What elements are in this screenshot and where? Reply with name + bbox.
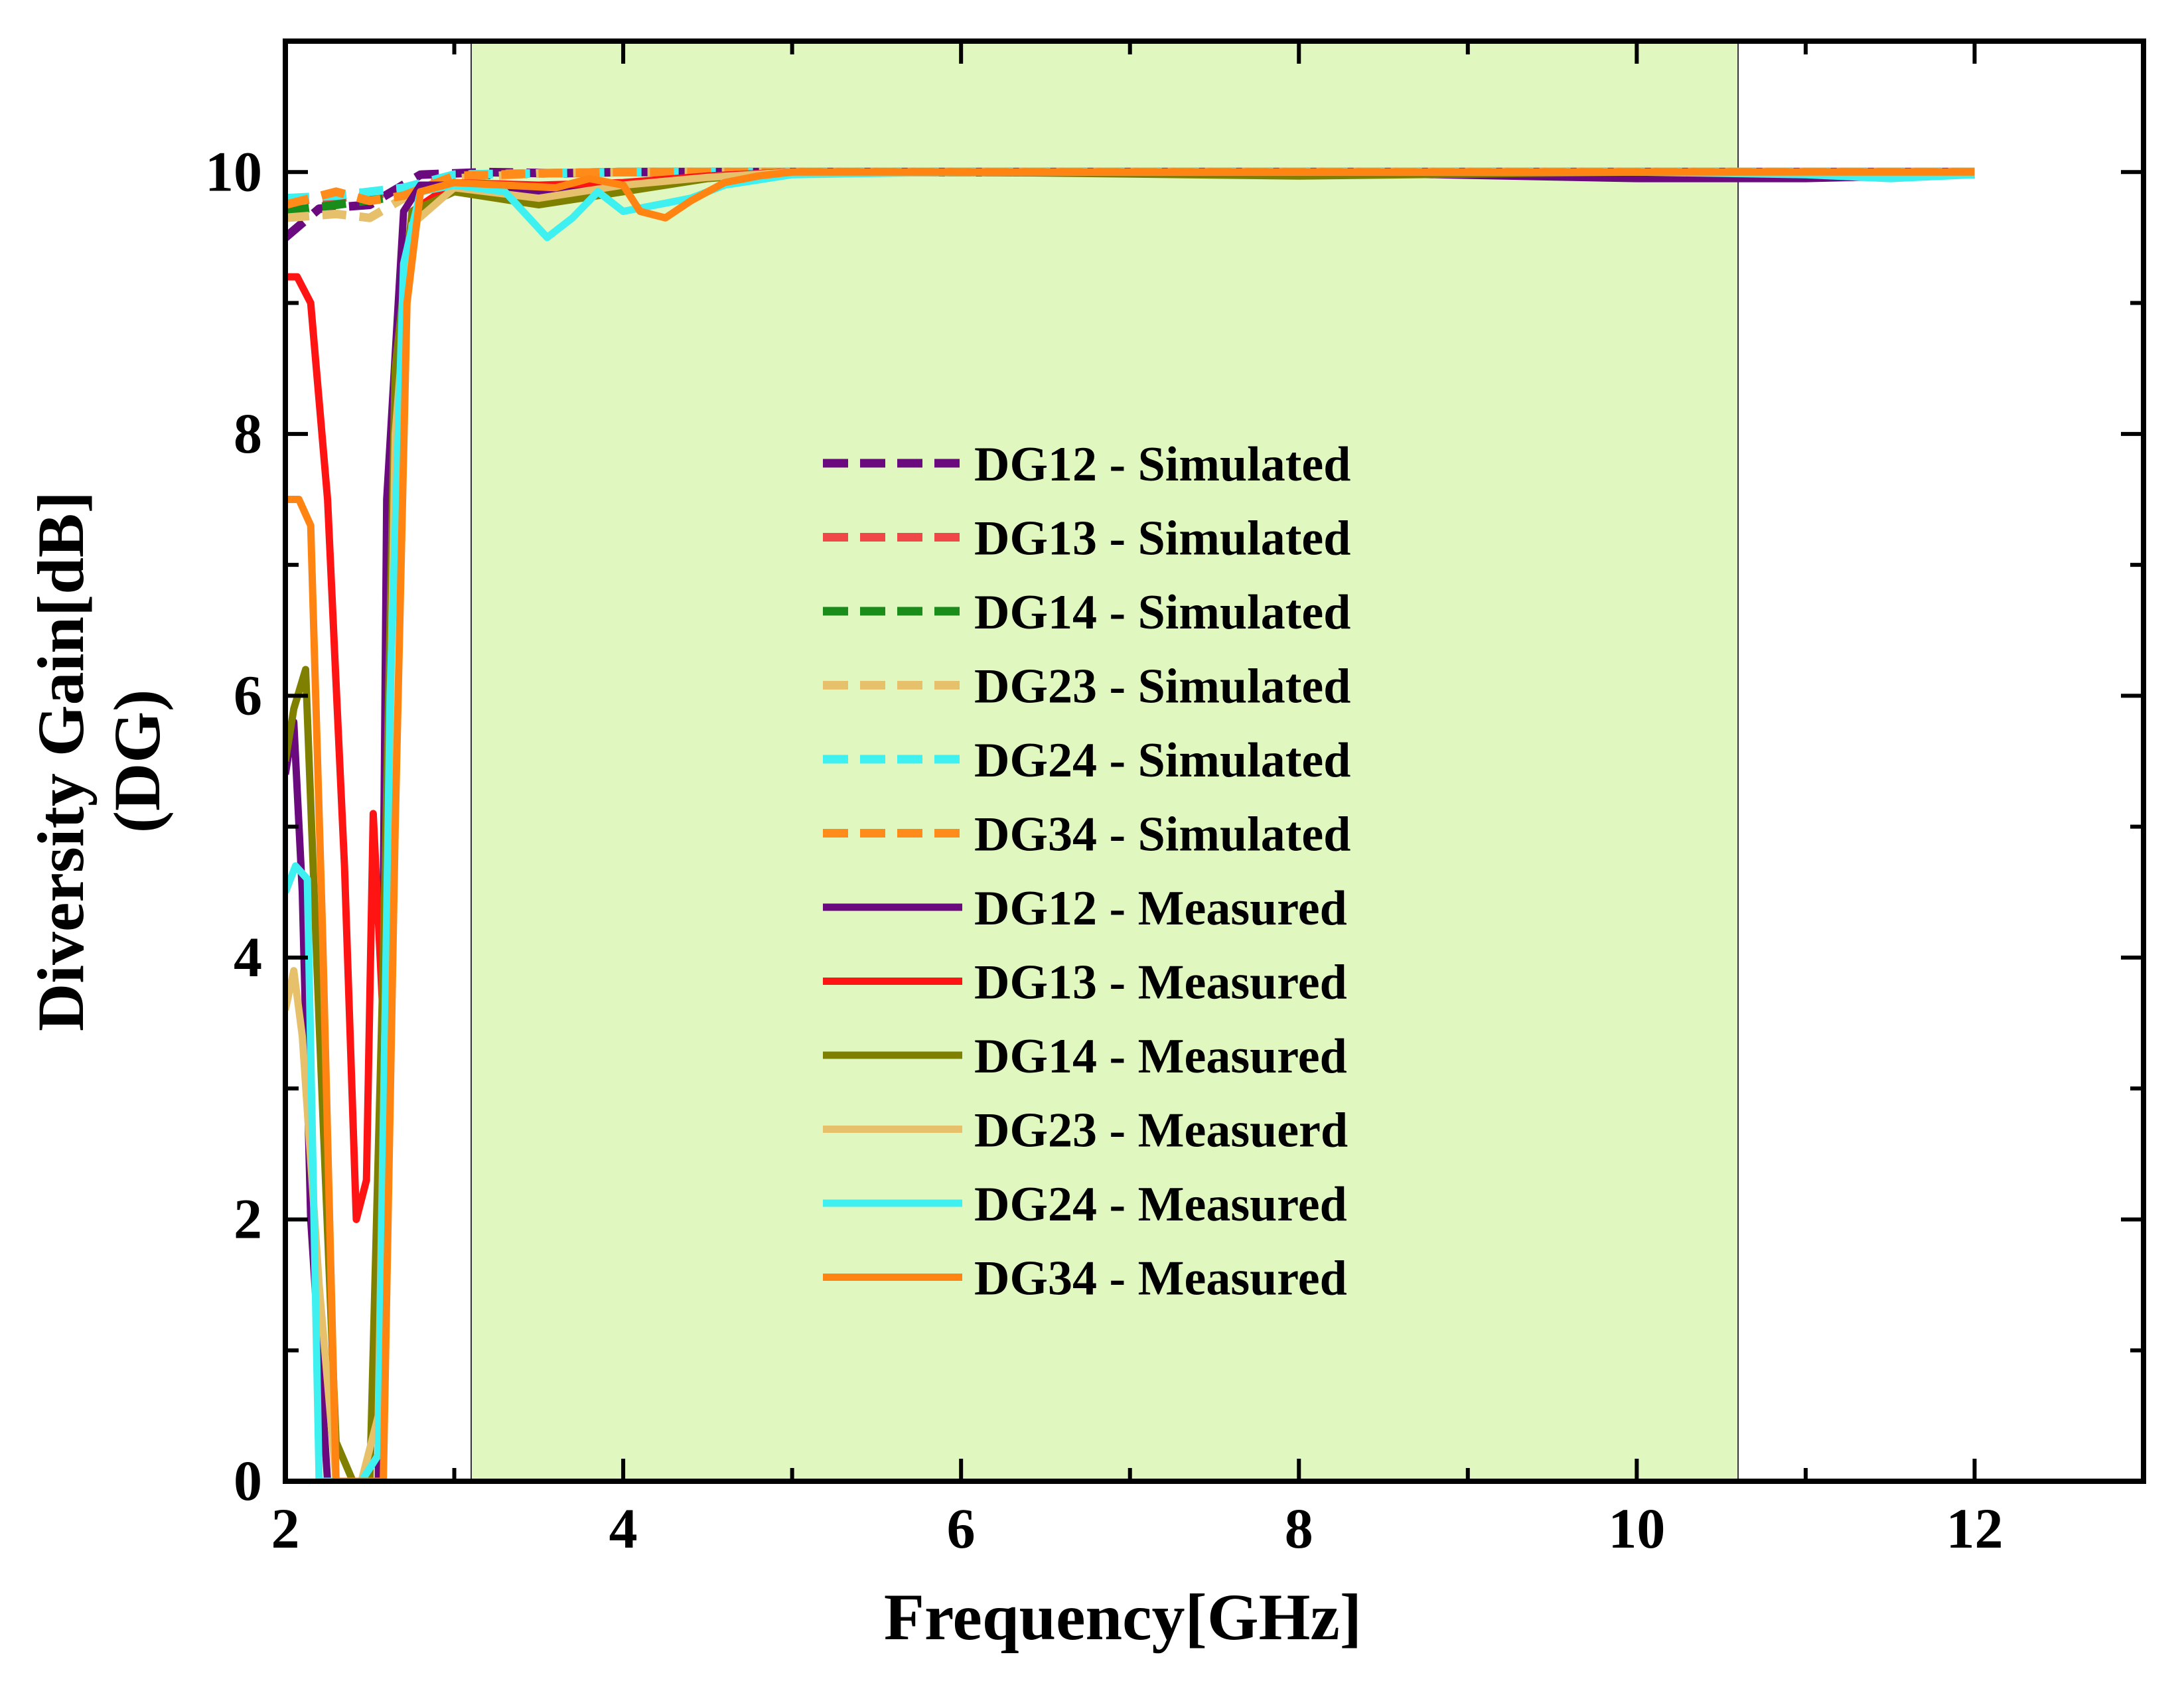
x-tick-label: 4 (609, 1497, 638, 1560)
legend-item: DG24 - Measured (823, 1177, 1347, 1232)
legend: DG12 - Simulated DG13 - Simulated DG14 - S… (823, 437, 1350, 1306)
legend-label: DG13 - Simulated (974, 512, 1350, 566)
y-tick-label: 8 (234, 402, 262, 465)
legend-item: DG12 - Measured (823, 881, 1347, 936)
legend-item: DG24 - Simulated (823, 733, 1350, 788)
legend-item: DG13 - Simulated (823, 512, 1350, 566)
y-tick-label: 0 (234, 1449, 262, 1512)
legend-label: DG23 - Simulated (974, 660, 1350, 714)
legend-item: DG23 - Measuerd (823, 1104, 1348, 1158)
legend-item: DG13 - Measured (823, 956, 1347, 1010)
y-tick-label: 2 (234, 1187, 262, 1250)
legend-label: DG14 - Measured (974, 1029, 1347, 1084)
x-tick-label: 2 (271, 1497, 300, 1560)
y-axis-title-line2: (DG) (100, 690, 174, 834)
x-tick-label: 12 (1946, 1497, 2003, 1560)
y-tick-label: 4 (234, 925, 262, 989)
y-tick-label: 6 (234, 663, 262, 727)
legend-label: DG12 - Simulated (974, 437, 1350, 492)
legend-item: DG14 - Measured (823, 1029, 1347, 1084)
series-line-dg34-simulated (285, 167, 1975, 209)
legend-label: DG34 - Simulated (974, 808, 1350, 862)
x-tick-label: 8 (1285, 1497, 1313, 1560)
legend-label: DG13 - Measured (974, 956, 1347, 1010)
shaded-band (471, 41, 1739, 1481)
series-line-dg34-measured (285, 168, 1975, 1481)
legend-item: DG34 - Simulated (823, 808, 1350, 862)
legend-label: DG12 - Measured (974, 881, 1347, 936)
legend-label: DG34 - Measured (974, 1252, 1347, 1306)
x-tick-label: 6 (947, 1497, 976, 1560)
legend-item: DG14 - Simulated (823, 585, 1350, 640)
legend-item: DG34 - Measured (823, 1252, 1347, 1306)
plot-frame (283, 38, 2146, 1484)
x-axis-title: Frequency[GHz] (884, 1580, 1362, 1654)
legend-item: DG23 - Simulated (823, 660, 1350, 714)
legend-label: DG23 - Measuerd (974, 1104, 1348, 1158)
legend-label: DG24 - Simulated (974, 733, 1350, 788)
legend-label: DG14 - Simulated (974, 585, 1350, 640)
series-layer (285, 167, 1975, 1481)
x-tick-label: 10 (1608, 1497, 1665, 1560)
y-axis-title-line1: Diversity Gain[dB] (24, 491, 98, 1031)
legend-item: DG12 - Simulated (823, 437, 1350, 492)
y-tick-label: 10 (205, 139, 262, 203)
legend-label: DG24 - Measured (974, 1177, 1347, 1232)
